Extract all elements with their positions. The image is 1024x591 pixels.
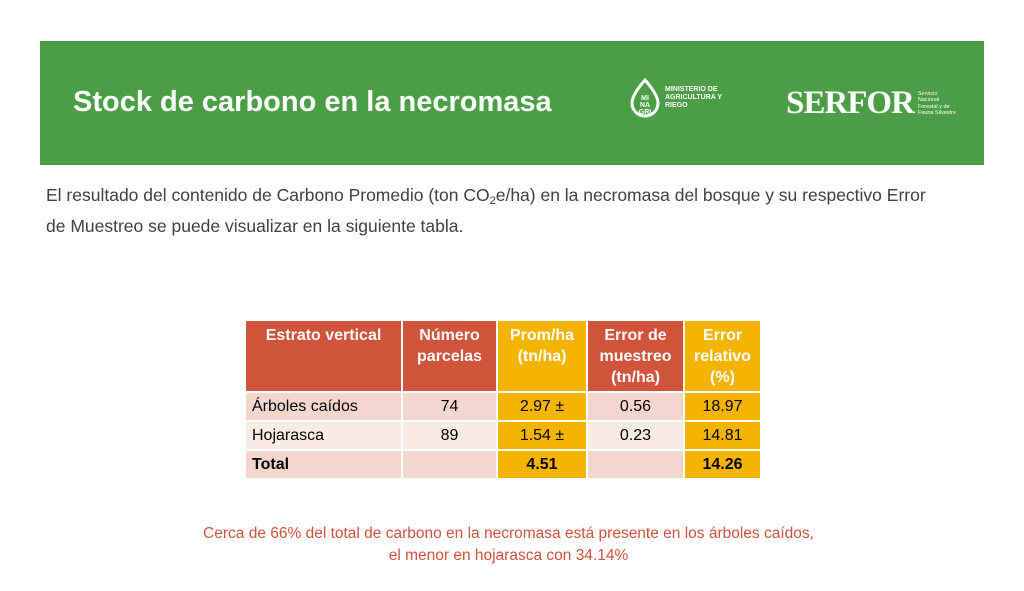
carbon-table: Estrato vertical Número parcelas Prom/ha…	[244, 319, 762, 480]
cell-error-muestreo	[586, 449, 685, 480]
serfor-wordmark: SERFOR	[786, 85, 915, 121]
conclusion-note: Cerca de 66% del total de carbono en la …	[203, 525, 814, 564]
header-numero-parcelas: Número parcelas	[401, 319, 498, 393]
cell-parcelas: 74	[401, 391, 498, 422]
serfor-logo: SERFOR Servicio Nacional Forestal y de F…	[786, 85, 958, 122]
cell-estrato: Árboles caídos	[244, 391, 403, 422]
page-title: Stock de carbono en la necromasa	[73, 86, 552, 118]
cell-error-relativo: 14.81	[683, 420, 762, 451]
cell-error-relativo: 14.26	[683, 449, 762, 480]
serfor-subtitle: Servicio Nacional Forestal y de Fauna Si…	[917, 90, 957, 117]
table-row: Árboles caídos 74 2.97 ± 0.56 18.97	[244, 391, 762, 422]
table-total-row: Total 4.51 14.26	[244, 449, 762, 480]
intro-text-1: El resultado del contenido de Carbono Pr…	[46, 185, 490, 205]
header-prom-ha: Prom/ha (tn/ha)	[496, 319, 588, 393]
cell-error-muestreo: 0.56	[586, 391, 685, 422]
cell-prom: 2.97 ±	[496, 391, 588, 422]
cell-parcelas: 89	[401, 420, 498, 451]
cell-estrato: Total	[244, 449, 403, 480]
svg-text:NA: NA	[640, 102, 650, 109]
header-error-relativo: Error relativo (%)	[683, 319, 762, 393]
intro-subscript: 2	[489, 195, 496, 207]
table-header-row: Estrato vertical Número parcelas Prom/ha…	[244, 319, 762, 393]
table-row: Hojarasca 89 1.54 ± 0.23 14.81	[244, 420, 762, 451]
cell-prom: 1.54 ±	[496, 420, 588, 451]
header-error-muestreo: Error de muestreo (tn/ha)	[586, 319, 685, 393]
minagri-logo: MI NA GRI MINISTERIO DE AGRICULTURA Y RI…	[628, 77, 735, 118]
water-drop-icon: MI NA GRI	[628, 77, 662, 118]
cell-estrato: Hojarasca	[244, 420, 403, 451]
intro-paragraph: El resultado del contenido de Carbono Pr…	[46, 183, 946, 239]
cell-prom: 4.51	[496, 449, 588, 480]
header-banner: Stock de carbono en la necromasa MI NA G…	[40, 41, 984, 165]
minagri-text: MINISTERIO DE AGRICULTURA Y RIEGO	[665, 86, 722, 109]
cell-error-relativo: 18.97	[683, 391, 762, 422]
svg-text:MI: MI	[641, 95, 649, 102]
header-estrato: Estrato vertical	[244, 319, 403, 393]
cell-parcelas	[401, 449, 498, 480]
svg-text:GRI: GRI	[639, 109, 652, 116]
cell-error-muestreo: 0.23	[586, 420, 685, 451]
intro-text-2: e/ha) en la necromasa del bosque y su re…	[46, 185, 926, 236]
